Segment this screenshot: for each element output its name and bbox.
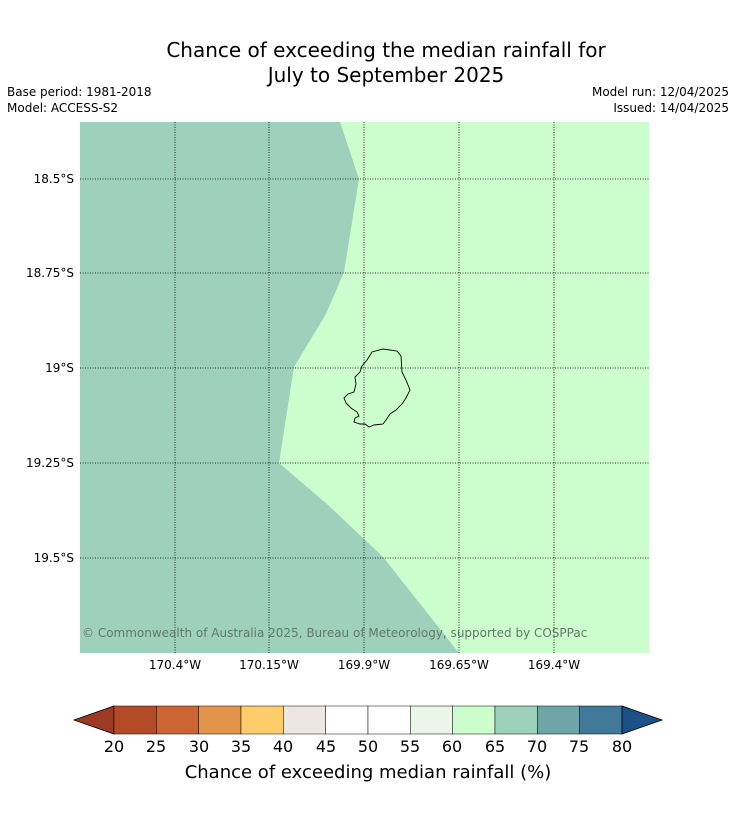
- colorbar: [72, 704, 664, 740]
- colorbar-tick: 70: [526, 737, 548, 756]
- colorbar-segment: [156, 705, 199, 735]
- colorbar-segment: [410, 705, 453, 735]
- island-outline: [343, 348, 411, 428]
- colorbar-tick: 25: [145, 737, 167, 756]
- colorbar-segment: [579, 705, 623, 735]
- model-name: Model: ACCESS-S2: [7, 101, 119, 115]
- map-svg: [80, 122, 649, 653]
- meta-right: Model run: 12/04/2025 Issued: 14/04/2025: [592, 84, 729, 116]
- colorbar-segment: [367, 705, 411, 735]
- copyright-note: © Commonwealth of Australia 2025, Bureau…: [82, 626, 588, 640]
- colorbar-tick: 55: [399, 737, 421, 756]
- colorbar-tick: 60: [441, 737, 463, 756]
- base-period: Base period: 1981-2018: [7, 85, 152, 99]
- lat-label: 18.5°S: [33, 172, 74, 186]
- colorbar-segment: [283, 705, 326, 735]
- lat-label: 18.75°S: [26, 266, 74, 280]
- colorbar-segment: [537, 705, 580, 735]
- colorbar-segment: [240, 705, 284, 735]
- lon-label: 170.15°W: [239, 658, 299, 672]
- map-title: Chance of exceeding the median rainfall …: [0, 38, 736, 88]
- title-line-2: July to September 2025: [267, 63, 505, 87]
- colorbar-extend-max: [621, 705, 664, 735]
- colorbar-tick: 75: [568, 737, 590, 756]
- colorbar-tick: 80: [611, 737, 633, 756]
- lat-label: 19.5°S: [33, 551, 74, 565]
- colorbar-segment: [494, 705, 538, 735]
- lon-label: 169.65°W: [429, 658, 489, 672]
- colorbar-tick: 40: [272, 737, 294, 756]
- colorbar-tick: 20: [103, 737, 125, 756]
- issued-date: Issued: 14/04/2025: [613, 101, 729, 115]
- colorbar-tick: 30: [188, 737, 210, 756]
- colorbar-segment: [198, 705, 242, 735]
- colorbar-extend-min: [72, 705, 115, 735]
- meta-left: Base period: 1981-2018 Model: ACCESS-S2: [7, 84, 152, 116]
- lat-label: 19.25°S: [26, 456, 74, 470]
- colorbar-tick: 50: [357, 737, 379, 756]
- lon-label: 170.4°W: [148, 658, 202, 672]
- title-line-1: Chance of exceeding the median rainfall …: [166, 38, 606, 62]
- lat-label: 19°S: [45, 361, 74, 375]
- lon-label: 169.9°W: [337, 658, 391, 672]
- map-panel: [80, 122, 649, 653]
- colorbar-segment: [325, 705, 369, 735]
- colorbar-segment: [113, 705, 157, 735]
- graticule: [80, 122, 649, 653]
- colorbar-tick: 65: [484, 737, 506, 756]
- lon-label: 169.4°W: [527, 658, 581, 672]
- colorbar-tick: 45: [315, 737, 337, 756]
- colorbar-tick: 35: [230, 737, 252, 756]
- colorbar-label: Chance of exceeding median rainfall (%): [184, 762, 552, 783]
- colorbar-svg: [72, 705, 664, 735]
- colorbar-segment: [452, 705, 496, 735]
- model-run: Model run: 12/04/2025: [591, 85, 729, 99]
